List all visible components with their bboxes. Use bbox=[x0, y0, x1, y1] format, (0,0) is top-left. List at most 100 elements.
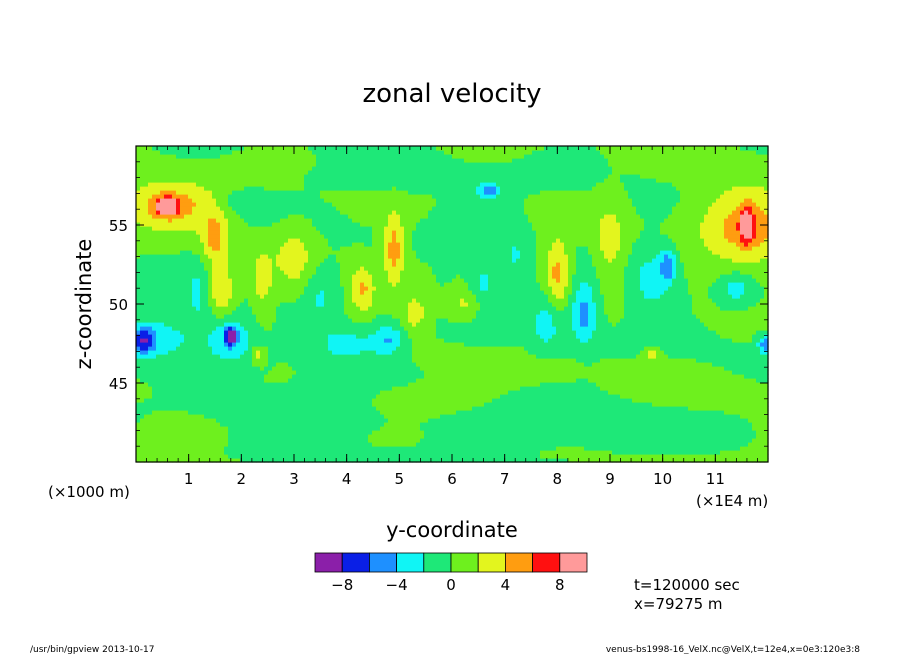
heatmap-cell bbox=[144, 382, 149, 387]
heatmap-cell bbox=[276, 326, 281, 331]
heatmap-cell bbox=[236, 246, 241, 251]
heatmap-cell bbox=[352, 318, 357, 323]
heatmap-cell bbox=[288, 454, 293, 459]
heatmap-cell bbox=[252, 162, 257, 167]
heatmap-cell bbox=[292, 202, 297, 207]
heatmap-cell bbox=[224, 222, 229, 227]
heatmap-cell bbox=[364, 270, 369, 275]
heatmap-cell bbox=[236, 310, 241, 315]
heatmap-cell bbox=[256, 298, 261, 303]
heatmap-cell bbox=[184, 454, 189, 459]
heatmap-cell bbox=[148, 250, 153, 255]
heatmap-cell bbox=[196, 338, 201, 343]
heatmap-cell bbox=[372, 298, 377, 303]
heatmap-cell bbox=[260, 374, 265, 379]
heatmap-cell bbox=[244, 290, 249, 295]
heatmap-cell bbox=[364, 454, 369, 459]
heatmap-cell bbox=[244, 166, 249, 171]
heatmap-cell bbox=[220, 394, 225, 399]
heatmap-cell bbox=[160, 402, 165, 407]
heatmap-cell bbox=[148, 226, 153, 231]
heatmap-cell bbox=[204, 394, 209, 399]
heatmap-cell bbox=[260, 366, 265, 371]
heatmap-cell bbox=[288, 166, 293, 171]
heatmap-cell bbox=[192, 290, 197, 295]
heatmap-cell bbox=[336, 218, 341, 223]
heatmap-cell bbox=[212, 170, 217, 175]
heatmap-cell bbox=[228, 358, 233, 363]
heatmap-cell bbox=[276, 198, 281, 203]
heatmap-cell bbox=[372, 254, 377, 259]
heatmap-cell bbox=[368, 438, 373, 443]
heatmap-cell bbox=[188, 298, 193, 303]
heatmap-cell bbox=[216, 262, 221, 267]
heatmap-cell bbox=[184, 234, 189, 239]
heatmap-cell bbox=[272, 186, 277, 191]
heatmap-cell bbox=[352, 218, 357, 223]
heatmap-cell bbox=[248, 310, 253, 315]
heatmap-cell bbox=[148, 282, 153, 287]
heatmap-cell bbox=[172, 146, 177, 151]
heatmap-cell bbox=[300, 306, 305, 311]
heatmap-cell bbox=[344, 290, 349, 295]
heatmap-cell bbox=[316, 366, 321, 371]
heatmap-cell bbox=[164, 270, 169, 275]
heatmap-cell bbox=[180, 314, 185, 319]
heatmap-cell bbox=[248, 150, 253, 155]
heatmap-cell bbox=[284, 298, 289, 303]
heatmap-cell bbox=[300, 234, 305, 239]
heatmap-cell bbox=[232, 374, 237, 379]
heatmap-cell bbox=[244, 306, 249, 311]
heatmap-cell bbox=[240, 214, 245, 219]
heatmap-cell bbox=[212, 318, 217, 323]
heatmap-cell bbox=[264, 258, 269, 263]
heatmap-cell bbox=[380, 262, 385, 267]
heatmap-cell bbox=[176, 258, 181, 263]
heatmap-cell bbox=[288, 398, 293, 403]
heatmap-cell bbox=[248, 446, 253, 451]
heatmap-cell bbox=[380, 450, 385, 455]
heatmap-cell bbox=[376, 362, 381, 367]
heatmap-cell bbox=[336, 426, 341, 431]
heatmap-cell bbox=[244, 358, 249, 363]
heatmap-cell bbox=[372, 266, 377, 271]
heatmap-cell bbox=[248, 410, 253, 415]
heatmap-cell bbox=[328, 242, 333, 247]
heatmap-cell bbox=[296, 422, 301, 427]
heatmap-cell bbox=[320, 282, 325, 287]
heatmap-cell bbox=[308, 406, 313, 411]
heatmap-cell bbox=[348, 230, 353, 235]
heatmap-cell bbox=[332, 318, 337, 323]
heatmap-cell bbox=[212, 342, 217, 347]
heatmap-cell bbox=[332, 198, 337, 203]
heatmap-cell bbox=[152, 246, 157, 251]
heatmap-cell bbox=[168, 450, 173, 455]
heatmap-cell bbox=[292, 190, 297, 195]
heatmap-cell bbox=[228, 274, 233, 279]
heatmap-cell bbox=[376, 174, 381, 179]
heatmap-cell bbox=[276, 278, 281, 283]
heatmap-cell bbox=[236, 318, 241, 323]
heatmap-cell bbox=[228, 242, 233, 247]
heatmap-cell bbox=[200, 270, 205, 275]
heatmap-cell bbox=[376, 314, 381, 319]
heatmap-cell bbox=[256, 278, 261, 283]
heatmap-cell bbox=[136, 326, 141, 331]
heatmap-cell bbox=[312, 306, 317, 311]
heatmap-cell bbox=[364, 402, 369, 407]
heatmap-cell bbox=[284, 450, 289, 455]
heatmap-cell bbox=[196, 210, 201, 215]
heatmap-cell bbox=[384, 150, 389, 155]
heatmap-cell bbox=[308, 338, 313, 343]
heatmap-cell bbox=[232, 430, 237, 435]
heatmap-cell bbox=[296, 162, 301, 167]
heatmap-cells bbox=[136, 146, 769, 463]
heatmap-cell bbox=[372, 406, 377, 411]
heatmap-cell bbox=[288, 310, 293, 315]
heatmap-cell bbox=[192, 270, 197, 275]
heatmap-cell bbox=[348, 222, 353, 227]
heatmap-cell bbox=[268, 450, 273, 455]
heatmap-cell bbox=[276, 410, 281, 415]
heatmap-cell bbox=[380, 234, 385, 239]
heatmap-cell bbox=[276, 314, 281, 319]
